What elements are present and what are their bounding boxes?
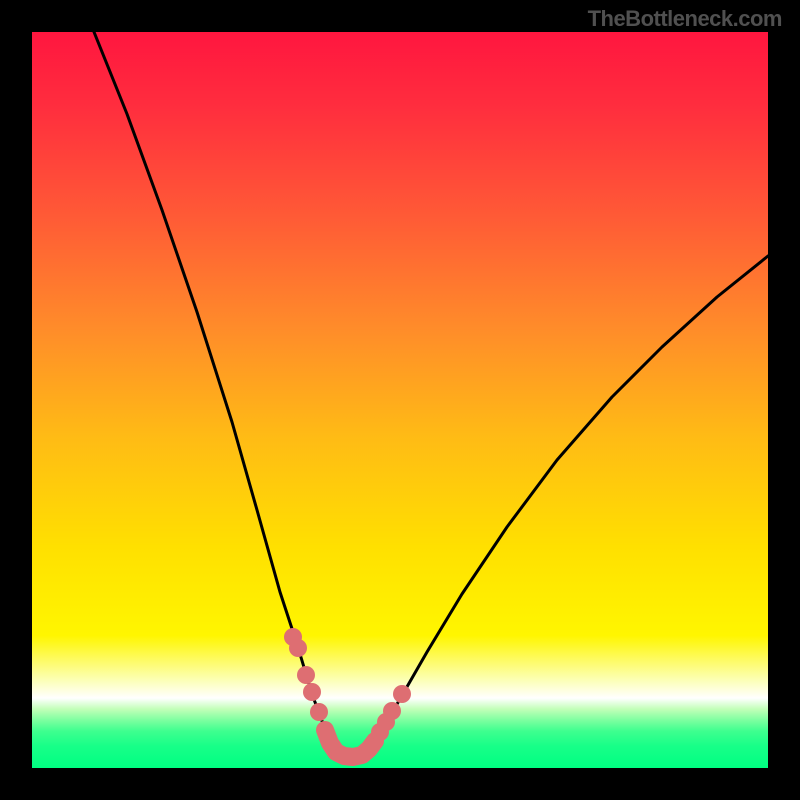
chart-svg	[32, 32, 768, 768]
marker-dot	[303, 683, 321, 701]
watermark-text: TheBottleneck.com	[588, 6, 782, 32]
gradient-background	[32, 32, 768, 768]
marker-dot	[383, 702, 401, 720]
chart-container: TheBottleneck.com	[0, 0, 800, 800]
plot-area	[32, 32, 768, 768]
marker-dot	[393, 685, 411, 703]
marker-dot	[289, 639, 307, 657]
marker-dot	[310, 703, 328, 721]
marker-dot	[297, 666, 315, 684]
